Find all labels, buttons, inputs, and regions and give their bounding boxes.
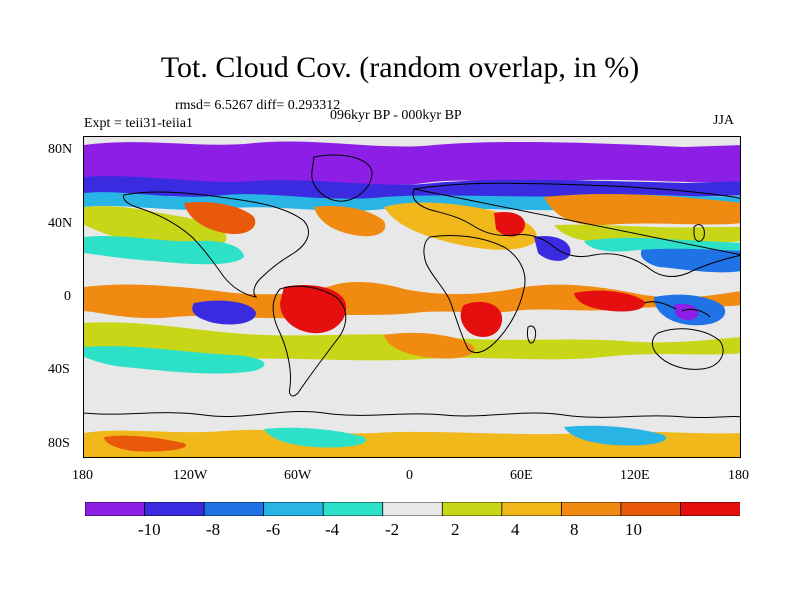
- coastline-madagascar: [527, 325, 537, 344]
- anomaly-epacific-blue: [192, 300, 256, 325]
- colorbar-swatch: [620, 502, 682, 516]
- anomaly-atlantic-orange: [314, 205, 386, 237]
- anomaly-westpacific-blue: [640, 243, 740, 273]
- period-label: 096kyr BP - 000kyr BP: [330, 108, 462, 123]
- colorbar-swatch: [263, 502, 325, 516]
- colorbar-label: -10: [138, 520, 161, 539]
- lon-tick-180-right: 180: [728, 468, 749, 483]
- lon-tick-120w: 120W: [173, 468, 208, 483]
- anomaly-antarctic-red: [104, 435, 186, 452]
- colorbar-label: -4: [325, 520, 340, 539]
- colorbar-label: 2: [451, 520, 460, 539]
- coastlines: [84, 154, 740, 419]
- cloud-cover-anomaly-map: [84, 137, 740, 457]
- colorbar-swatch: [322, 502, 384, 516]
- coastline-antarctica: [84, 410, 740, 419]
- colorbar-swatch: [382, 502, 444, 516]
- colorbar-swatch: [144, 502, 205, 516]
- coastline-japan: [693, 224, 705, 242]
- anomaly-antarctic-blue: [564, 425, 666, 446]
- coastline-north-america: [123, 191, 309, 298]
- plot-title: Tot. Cloud Cov. (random overlap, in %): [160, 51, 640, 84]
- colorbar: [85, 502, 740, 516]
- anomaly-spacific-cyan: [84, 346, 265, 374]
- colorbar-swatch: [501, 502, 563, 516]
- colorbar-swatch: [85, 502, 146, 516]
- coastline-south-america: [272, 285, 347, 397]
- colorbar-swatch: [680, 502, 740, 516]
- lat-tick-80s: 80S: [48, 436, 70, 451]
- anomaly-samerica-red: [280, 285, 347, 334]
- coastline-greenland: [311, 154, 373, 202]
- colorbar-label: 10: [625, 520, 642, 539]
- anomaly-arctic-purple: [84, 141, 740, 187]
- colorbar-label: -6: [266, 520, 281, 539]
- lon-tick-0: 0: [406, 468, 413, 483]
- lon-tick-120e: 120E: [620, 468, 650, 483]
- colorbar-label: -2: [385, 520, 400, 539]
- lat-tick-0: 0: [64, 289, 71, 304]
- lat-tick-40n: 40N: [48, 216, 73, 231]
- anomaly-antarctic-cyan: [264, 427, 366, 448]
- lon-tick-180-left: 180: [72, 468, 93, 483]
- map-panel: [83, 136, 741, 458]
- coastline-indonesia: [643, 301, 711, 318]
- anomaly-europe-red: [494, 211, 525, 237]
- anomaly-africa-red: [460, 301, 503, 337]
- rmsd-diff-stats: rmsd= 6.5267 diff= 0.293312: [175, 98, 341, 113]
- coastline-africa: [423, 234, 526, 353]
- colorbar-swatch: [441, 502, 503, 516]
- lon-tick-60e: 60E: [510, 468, 533, 483]
- lat-tick-40s: 40S: [48, 362, 70, 377]
- lat-tick-80n: 80N: [48, 142, 73, 157]
- anomaly-india-blue: [534, 235, 571, 261]
- colorbar-label: -8: [206, 520, 221, 539]
- colorbar-swatch: [560, 502, 622, 516]
- colorbar-label: 4: [511, 520, 520, 539]
- colorbar-label: 8: [570, 520, 579, 539]
- anomaly-npacific-cyan: [84, 236, 244, 265]
- coastline-australia: [651, 328, 724, 370]
- experiment-label: Expt = teii31-teiia1: [84, 116, 193, 131]
- anomaly-indian-red: [574, 290, 645, 312]
- anomaly-asia-orange: [544, 194, 740, 226]
- coastline-eurasia: [412, 182, 740, 277]
- season-label: JJA: [713, 113, 735, 128]
- anomaly-namerica-red: [184, 201, 256, 235]
- anomaly-indonesia-purple: [674, 303, 699, 321]
- colorbar-swatch: [203, 502, 265, 516]
- anomaly-southatlantic-orange: [384, 332, 475, 359]
- lon-tick-60w: 60W: [284, 468, 312, 483]
